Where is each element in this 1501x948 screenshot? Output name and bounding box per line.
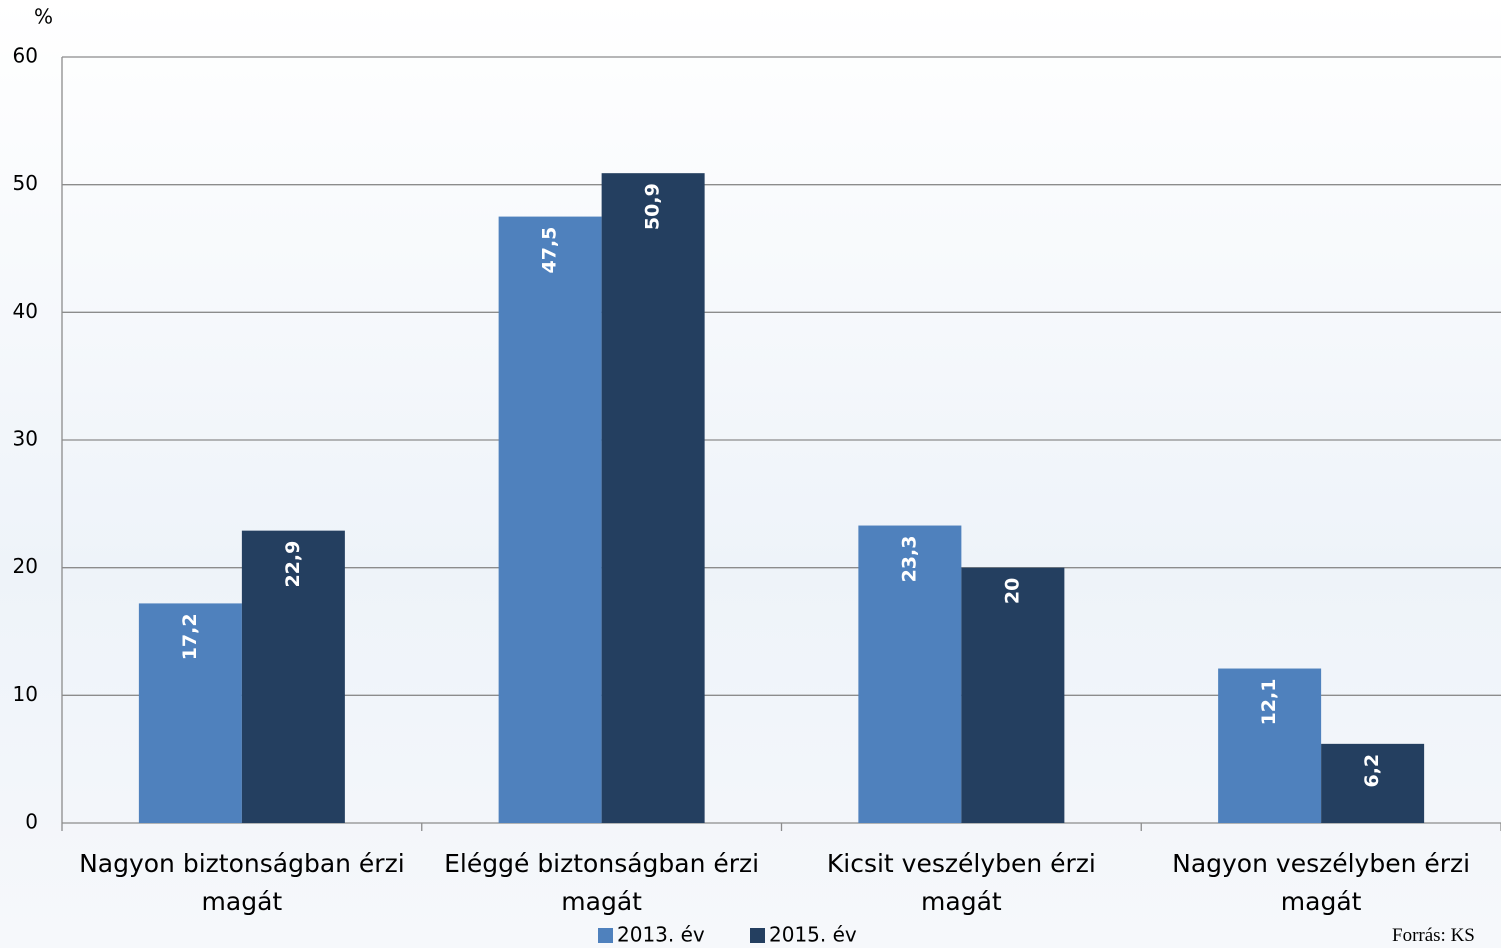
x-tick-label: Eléggé biztonságban érzi magát bbox=[427, 845, 777, 921]
plot: % 0 10 20 30 40 50 60 17,2 22,9 47,5 50,9 23,3 20 12,… bbox=[0, 0, 1501, 948]
x-tick-label: Kicsit veszélyben érzi magát bbox=[786, 845, 1136, 921]
legend-label: 2015. év bbox=[769, 923, 857, 947]
value-label: 12,1 bbox=[1258, 679, 1280, 726]
source: Forrás: KS bbox=[1392, 925, 1475, 947]
bar bbox=[499, 217, 602, 823]
x-tick-label: Nagyon veszélyben érzi magát bbox=[1146, 845, 1496, 921]
value-label: 17,2 bbox=[179, 613, 201, 660]
legend-swatch bbox=[598, 928, 613, 943]
value-label: 20 bbox=[1001, 578, 1023, 604]
y-tick-label: 30 bbox=[13, 427, 38, 451]
y-tick-label: 0 bbox=[25, 810, 38, 834]
x-tick-label: Nagyon biztonságban érzi magát bbox=[67, 845, 417, 921]
y-tick-label: 50 bbox=[13, 171, 38, 195]
y-tick-label: 60 bbox=[13, 44, 38, 68]
value-label: 47,5 bbox=[539, 227, 561, 274]
value-label: 6,2 bbox=[1361, 754, 1383, 788]
value-label: 50,9 bbox=[642, 183, 664, 230]
bar bbox=[602, 173, 705, 823]
y-axis-label: % bbox=[34, 5, 53, 29]
legend-label: 2013. év bbox=[617, 923, 705, 947]
bar bbox=[961, 568, 1064, 823]
y-tick-label: 10 bbox=[13, 682, 38, 706]
value-label: 22,9 bbox=[282, 541, 304, 588]
legend-swatch bbox=[750, 928, 765, 943]
y-tick-label: 40 bbox=[13, 299, 38, 323]
value-label: 23,3 bbox=[898, 536, 920, 583]
y-tick-label: 20 bbox=[13, 554, 38, 578]
chart: % 0 10 20 30 40 50 60 17,2 22,9 47,5 50,9 23,3 20 12,… bbox=[0, 0, 1501, 948]
